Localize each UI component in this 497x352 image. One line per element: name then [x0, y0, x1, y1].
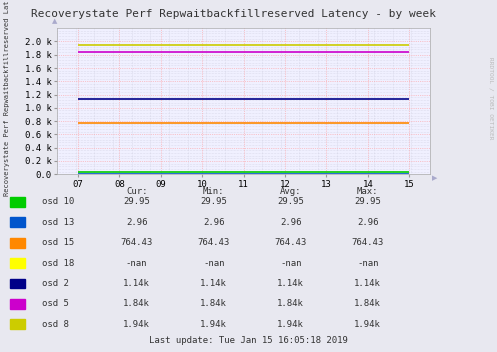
Text: 29.95: 29.95 [354, 197, 381, 206]
Text: Last update: Tue Jan 15 16:05:18 2019: Last update: Tue Jan 15 16:05:18 2019 [149, 335, 348, 345]
Text: -nan: -nan [203, 259, 225, 268]
Text: 1.14k: 1.14k [277, 279, 304, 288]
Text: ▲: ▲ [52, 19, 57, 25]
Text: Recoverystate Perf Repwaitbackfillreserved Latency - by week: Recoverystate Perf Repwaitbackfillreserv… [31, 9, 436, 19]
Text: 29.95: 29.95 [277, 197, 304, 206]
Text: osd 13: osd 13 [42, 218, 75, 227]
Text: -nan: -nan [126, 259, 148, 268]
Text: 764.43: 764.43 [198, 238, 230, 247]
Text: 1.94k: 1.94k [277, 320, 304, 329]
Text: Cur:: Cur: [126, 187, 148, 196]
Text: 29.95: 29.95 [123, 197, 150, 206]
Text: 1.94k: 1.94k [200, 320, 227, 329]
Text: -nan: -nan [357, 259, 379, 268]
Text: 1.84k: 1.84k [354, 300, 381, 308]
Text: osd 2: osd 2 [42, 279, 69, 288]
Text: 1.14k: 1.14k [200, 279, 227, 288]
Text: 1.14k: 1.14k [354, 279, 381, 288]
Text: 1.14k: 1.14k [123, 279, 150, 288]
Text: 1.94k: 1.94k [354, 320, 381, 329]
Text: 1.94k: 1.94k [123, 320, 150, 329]
Text: RRDTOOL / TOBI OETIKER: RRDTOOL / TOBI OETIKER [488, 57, 493, 140]
Text: 1.84k: 1.84k [200, 300, 227, 308]
Text: 2.96: 2.96 [280, 218, 302, 227]
Text: 1.84k: 1.84k [123, 300, 150, 308]
Text: osd 8: osd 8 [42, 320, 69, 329]
Text: 29.95: 29.95 [200, 197, 227, 206]
Text: -nan: -nan [280, 259, 302, 268]
Text: 764.43: 764.43 [352, 238, 384, 247]
Text: Recoverystate Perf Repwaitbackfillreserved Lat: Recoverystate Perf Repwaitbackfillreserv… [4, 1, 10, 196]
Text: Avg:: Avg: [280, 187, 302, 196]
Text: 2.96: 2.96 [203, 218, 225, 227]
Text: osd 5: osd 5 [42, 300, 69, 308]
Text: 764.43: 764.43 [121, 238, 153, 247]
Text: 1.84k: 1.84k [277, 300, 304, 308]
Text: Min:: Min: [203, 187, 225, 196]
Text: Max:: Max: [357, 187, 379, 196]
Text: osd 15: osd 15 [42, 238, 75, 247]
Text: 764.43: 764.43 [275, 238, 307, 247]
Text: osd 10: osd 10 [42, 197, 75, 206]
Text: 2.96: 2.96 [126, 218, 148, 227]
Text: ▶: ▶ [432, 175, 438, 181]
Text: 2.96: 2.96 [357, 218, 379, 227]
Text: osd 18: osd 18 [42, 259, 75, 268]
